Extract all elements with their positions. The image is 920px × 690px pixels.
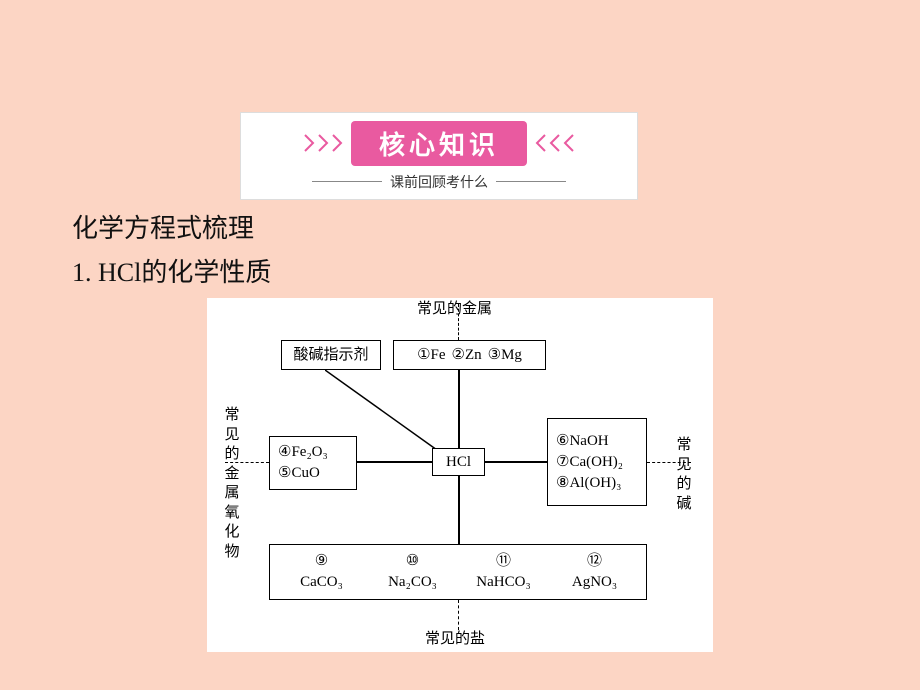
heading-equations: 化学方程式梳理 xyxy=(72,208,254,245)
box-hcl: HCl xyxy=(432,448,485,476)
banner: 核心知识 课前回顾考什么 xyxy=(240,112,638,200)
base-2: ⑦Ca(OH)₂ xyxy=(556,452,623,473)
metal-3: ③Mg xyxy=(488,345,522,366)
salt-1-f: CaCO₃ xyxy=(300,574,343,590)
salt-1-num: ⑨ xyxy=(315,553,328,569)
salt-4-num: ⑫ xyxy=(587,553,602,569)
metal-1: ①Fe xyxy=(417,345,445,366)
box-salts: ⑨ ⑩ ⑪ ⑫ CaCO₃ Na₂CO₃ NaHCO₃ AgNO₃ xyxy=(269,544,647,600)
salt-4-f: AgNO₃ xyxy=(572,574,617,590)
line-metals-hcl xyxy=(458,370,460,448)
base-1: ⑥NaOH xyxy=(556,431,609,452)
box-indicator: 酸碱指示剂 xyxy=(281,340,381,370)
oxide-2: ⑤CuO xyxy=(278,463,320,484)
banner-sub-line-left xyxy=(312,181,382,182)
dash-bottom xyxy=(458,600,459,630)
line-hcl-salts xyxy=(458,476,460,544)
salt-3-num: ⑪ xyxy=(496,553,511,569)
box-oxides: ④Fe₂O₃ ⑤CuO xyxy=(269,436,357,490)
salt-2-f: Na₂CO₃ xyxy=(388,574,437,590)
salt-2-num: ⑩ xyxy=(406,553,419,569)
hcl-diagram: 常见的金属 ①Fe ②Zn ③Mg 酸碱指示剂 常见的金属氧化物 ④Fe₂O₃ … xyxy=(207,298,713,652)
label-top: 常见的金属 xyxy=(417,300,492,320)
metal-2: ②Zn xyxy=(452,345,482,366)
label-indicator: 酸碱指示剂 xyxy=(293,345,368,366)
banner-chevrons-right xyxy=(535,133,575,153)
label-left: 常见的金属氧化物 xyxy=(223,406,241,562)
heading-hcl-properties: 1. HCl的化学性质 xyxy=(72,252,271,289)
banner-title-box: 核心知识 xyxy=(351,121,527,166)
line-hcl-bases xyxy=(485,461,547,463)
banner-subtitle: 课前回顾考什么 xyxy=(390,172,488,192)
banner-sub-line-right xyxy=(496,181,566,182)
base-3: ⑧Al(OH)₃ xyxy=(556,473,621,494)
banner-chevrons-left xyxy=(303,133,343,153)
label-right: 常见的碱 xyxy=(675,436,693,514)
center-hcl: HCl xyxy=(446,452,471,473)
banner-title: 核心知识 xyxy=(379,131,499,160)
box-bases: ⑥NaOH ⑦Ca(OH)₂ ⑧Al(OH)₃ xyxy=(547,418,647,506)
line-oxides-hcl xyxy=(357,461,432,463)
salt-3-f: NaHCO₃ xyxy=(476,574,530,590)
oxide-1: ④Fe₂O₃ xyxy=(278,442,328,463)
label-bottom: 常见的盐 xyxy=(425,630,485,650)
box-metals: ①Fe ②Zn ③Mg xyxy=(393,340,546,370)
